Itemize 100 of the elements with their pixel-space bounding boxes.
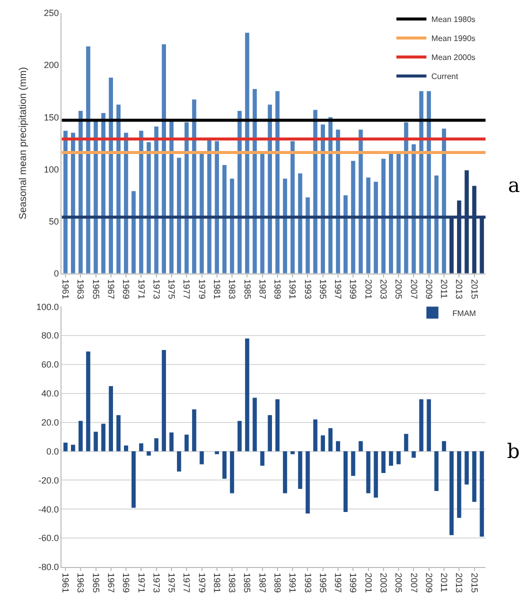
bar: [404, 434, 408, 452]
bar: [132, 451, 136, 508]
bar: [63, 442, 68, 452]
x-tick-label: 1971: [136, 572, 146, 593]
bar: [320, 124, 325, 274]
y-axis-title: Seasonal mean precipitation (mm): [18, 67, 29, 220]
bar: [306, 197, 310, 274]
bar: [298, 451, 302, 489]
bar: [146, 451, 151, 456]
bar: [320, 435, 325, 452]
bar: [260, 154, 264, 274]
bar: [298, 173, 302, 274]
bar: [162, 44, 166, 274]
bar: [184, 122, 189, 274]
bar: [275, 399, 280, 452]
x-tick-label: 1999: [348, 572, 358, 593]
x-tick-label: 2009: [424, 572, 434, 593]
x-tick-label: 1971: [136, 279, 146, 300]
bar: [419, 399, 424, 452]
bar: [245, 32, 250, 274]
bar: [238, 420, 242, 452]
bar: [313, 419, 318, 452]
bar: [442, 128, 446, 274]
bar: [374, 182, 378, 274]
text: a: [508, 173, 520, 197]
bar: [176, 158, 182, 274]
bar: [412, 451, 416, 458]
bar: [336, 130, 340, 274]
bar: [108, 386, 113, 452]
x-tick-label: 1993: [302, 279, 313, 300]
x-tick-label: 1961: [60, 572, 71, 593]
bar: [464, 451, 469, 485]
y-tick-label: -40.0: [38, 504, 59, 514]
x-tick-label: 1967: [106, 279, 116, 300]
x-tick-label: 1981: [212, 572, 222, 593]
bar: [222, 165, 227, 274]
bar: [328, 428, 333, 452]
legend-label: Mean 1980s: [431, 15, 476, 24]
bar: [442, 441, 446, 452]
bar: [344, 195, 348, 274]
bar: [282, 451, 288, 494]
bar: [200, 154, 204, 274]
x-tick-label: 1961: [60, 279, 71, 300]
bar: [63, 130, 68, 274]
x-tick-label: 1969: [121, 572, 132, 593]
x-tick-label: 2009: [424, 279, 434, 300]
bar: [230, 178, 234, 274]
x-tick-label: 2003: [378, 279, 389, 300]
x-tick-label: 1979: [196, 279, 207, 300]
bar: [457, 451, 462, 518]
x-tick-label: 1965: [90, 279, 101, 300]
bar: [426, 399, 431, 452]
y-tick-label: -80.0: [38, 562, 59, 572]
x-tick-label: 2011: [439, 572, 450, 592]
x-tick-label: 1973: [151, 279, 162, 300]
bar: [434, 175, 439, 274]
x-tick-label: 1997: [333, 279, 344, 300]
y-tick-label: 50: [48, 216, 59, 226]
bar: [336, 441, 340, 452]
bar: [344, 451, 348, 512]
bar: [396, 152, 401, 274]
bar: [154, 438, 158, 452]
y-tick-label: 250: [44, 8, 59, 18]
bar: [268, 415, 272, 452]
bar: [260, 451, 264, 466]
bar: [351, 160, 356, 274]
bar: [381, 158, 386, 274]
bar: [381, 451, 386, 473]
x-tick-label: 1977: [182, 572, 192, 593]
bar: [358, 130, 363, 274]
bar: [139, 443, 144, 452]
bar: [388, 451, 394, 466]
x-tick-label: 1991: [288, 279, 298, 300]
x-tick-label: 1985: [242, 279, 252, 300]
bar: [108, 78, 113, 274]
bar: [252, 398, 257, 452]
x-tick-label: 2005: [394, 279, 404, 300]
bar: [124, 132, 128, 274]
x-tick-label: 2003: [378, 572, 389, 593]
bar: [94, 120, 98, 274]
bar: [480, 451, 484, 537]
x-tick-label: 1967: [106, 572, 116, 593]
x-tick-label: 1975: [166, 279, 177, 300]
x-tick-label: 1999: [348, 279, 358, 300]
bar: [245, 338, 250, 452]
bar: [222, 451, 227, 479]
x-tick-label: 2001: [363, 279, 374, 300]
x-tick-label: 1983: [227, 572, 238, 593]
x-tick-label: 1997: [333, 572, 344, 593]
y-tick-label: 40.0: [41, 388, 59, 399]
bar: [101, 424, 106, 452]
bar: [169, 432, 174, 452]
x-tick-label: 1981: [212, 279, 222, 300]
x-tick-label: 1983: [227, 279, 238, 300]
bar: [78, 420, 83, 452]
bar: [358, 441, 363, 452]
x-tick-label: 1973: [151, 572, 162, 593]
bar: [176, 451, 182, 472]
x-tick-label: 1995: [318, 572, 328, 593]
x-tick-label: 1995: [318, 279, 328, 300]
